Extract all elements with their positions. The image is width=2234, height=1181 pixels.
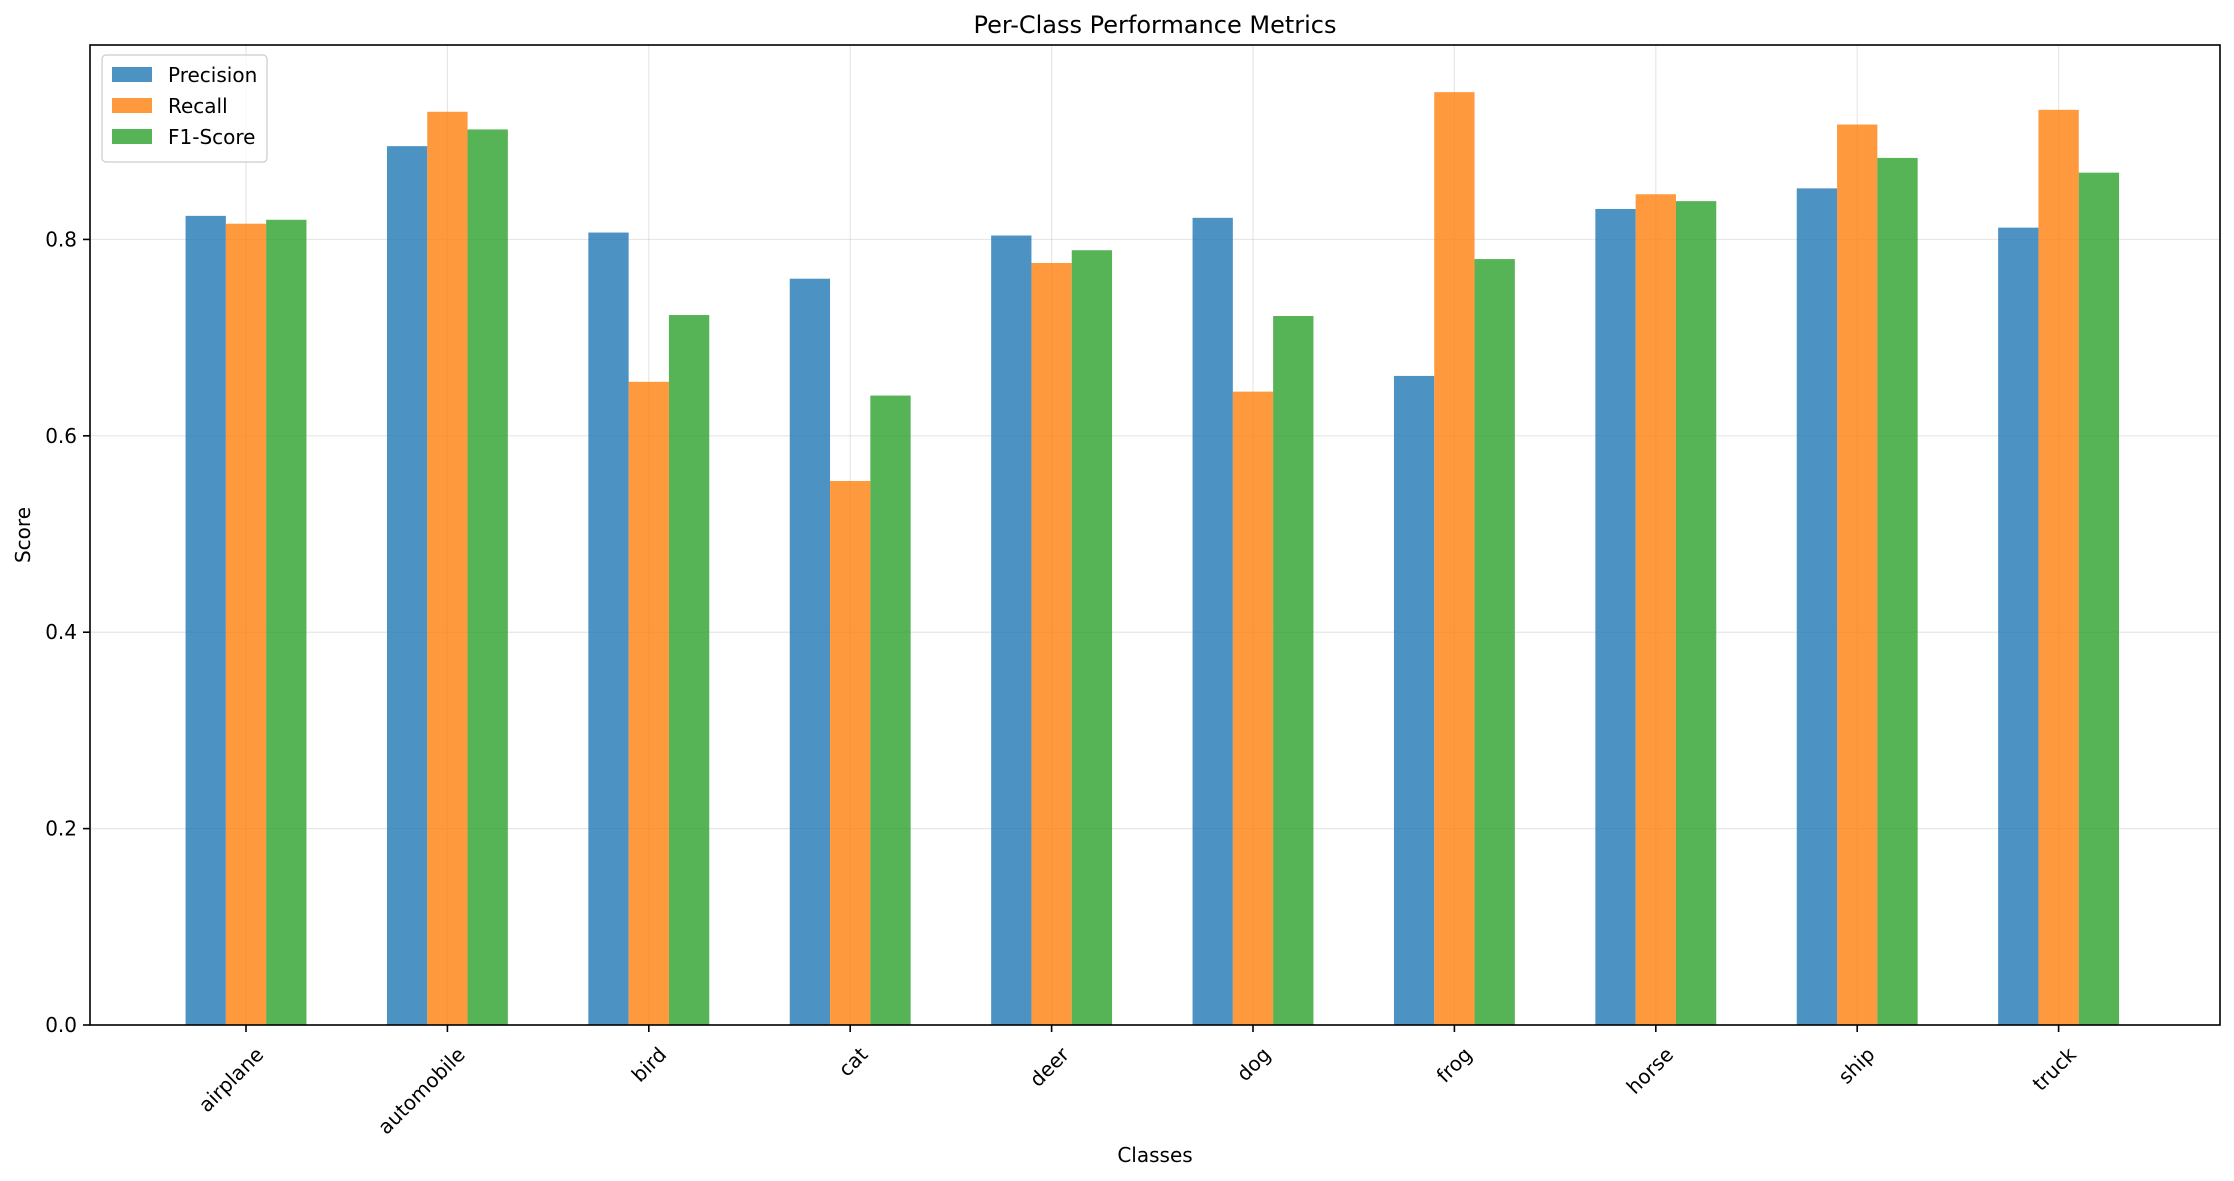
bar-recall-cat	[830, 480, 871, 1026]
bar-precision-dog	[1192, 217, 1233, 1025]
legend-swatch-precision	[112, 67, 152, 82]
bar-recall-airplane	[225, 223, 267, 1026]
y-tick-label: 0.6	[45, 424, 77, 448]
bar-precision-ship	[1796, 188, 1838, 1026]
x-axis-label: Classes	[1117, 1143, 1192, 1167]
y-tick-label: 0.8	[45, 227, 77, 251]
bars-layer	[185, 92, 2120, 1026]
bar-precision-horse	[1595, 208, 1636, 1025]
bar-f1-score-airplane	[266, 219, 307, 1026]
bar-f1-score-horse	[1675, 201, 1717, 1025]
y-axis-label: Score	[11, 507, 35, 563]
bar-recall-frog	[1434, 92, 1475, 1025]
legend-label-precision: Precision	[168, 63, 257, 87]
bar-f1-score-frog	[1474, 259, 1515, 1026]
bar-f1-score-truck	[2078, 172, 2120, 1026]
bar-precision-deer	[991, 235, 1032, 1026]
bar-recall-automobile	[427, 111, 468, 1025]
bar-f1-score-automobile	[467, 129, 508, 1025]
y-tick-label: 0.0	[45, 1013, 77, 1037]
bar-precision-bird	[588, 232, 629, 1025]
bar-precision-cat	[789, 278, 831, 1026]
chart-title: Per-Class Performance Metrics	[974, 11, 1337, 39]
bar-recall-deer	[1031, 262, 1072, 1026]
bar-f1-score-dog	[1273, 316, 1314, 1025]
legend-label-recall: Recall	[168, 94, 228, 118]
bar-recall-bird	[628, 381, 669, 1026]
bar-recall-ship	[1837, 124, 1878, 1026]
y-tick-label: 0.2	[45, 817, 77, 841]
bar-recall-horse	[1635, 194, 1676, 1025]
bar-f1-score-cat	[870, 395, 911, 1025]
bar-recall-truck	[2038, 109, 2079, 1025]
bar-f1-score-ship	[1877, 157, 1918, 1026]
bar-precision-airplane	[185, 215, 226, 1026]
bar-precision-automobile	[386, 146, 428, 1026]
bar-precision-truck	[1998, 227, 2039, 1026]
legend-swatch-f1-score	[112, 129, 152, 144]
bar-precision-frog	[1393, 375, 1435, 1025]
legend-swatch-recall	[112, 98, 152, 113]
bar-recall-dog	[1232, 391, 1274, 1025]
bar-f1-score-deer	[1071, 250, 1113, 1025]
plot-frame	[89, 44, 2221, 1026]
bar-f1-score-bird	[668, 315, 710, 1026]
legend: Precision Recall F1-Score	[101, 54, 268, 163]
y-tick-label: 0.4	[45, 620, 77, 644]
legend-label-f1-score: F1-Score	[168, 125, 255, 149]
